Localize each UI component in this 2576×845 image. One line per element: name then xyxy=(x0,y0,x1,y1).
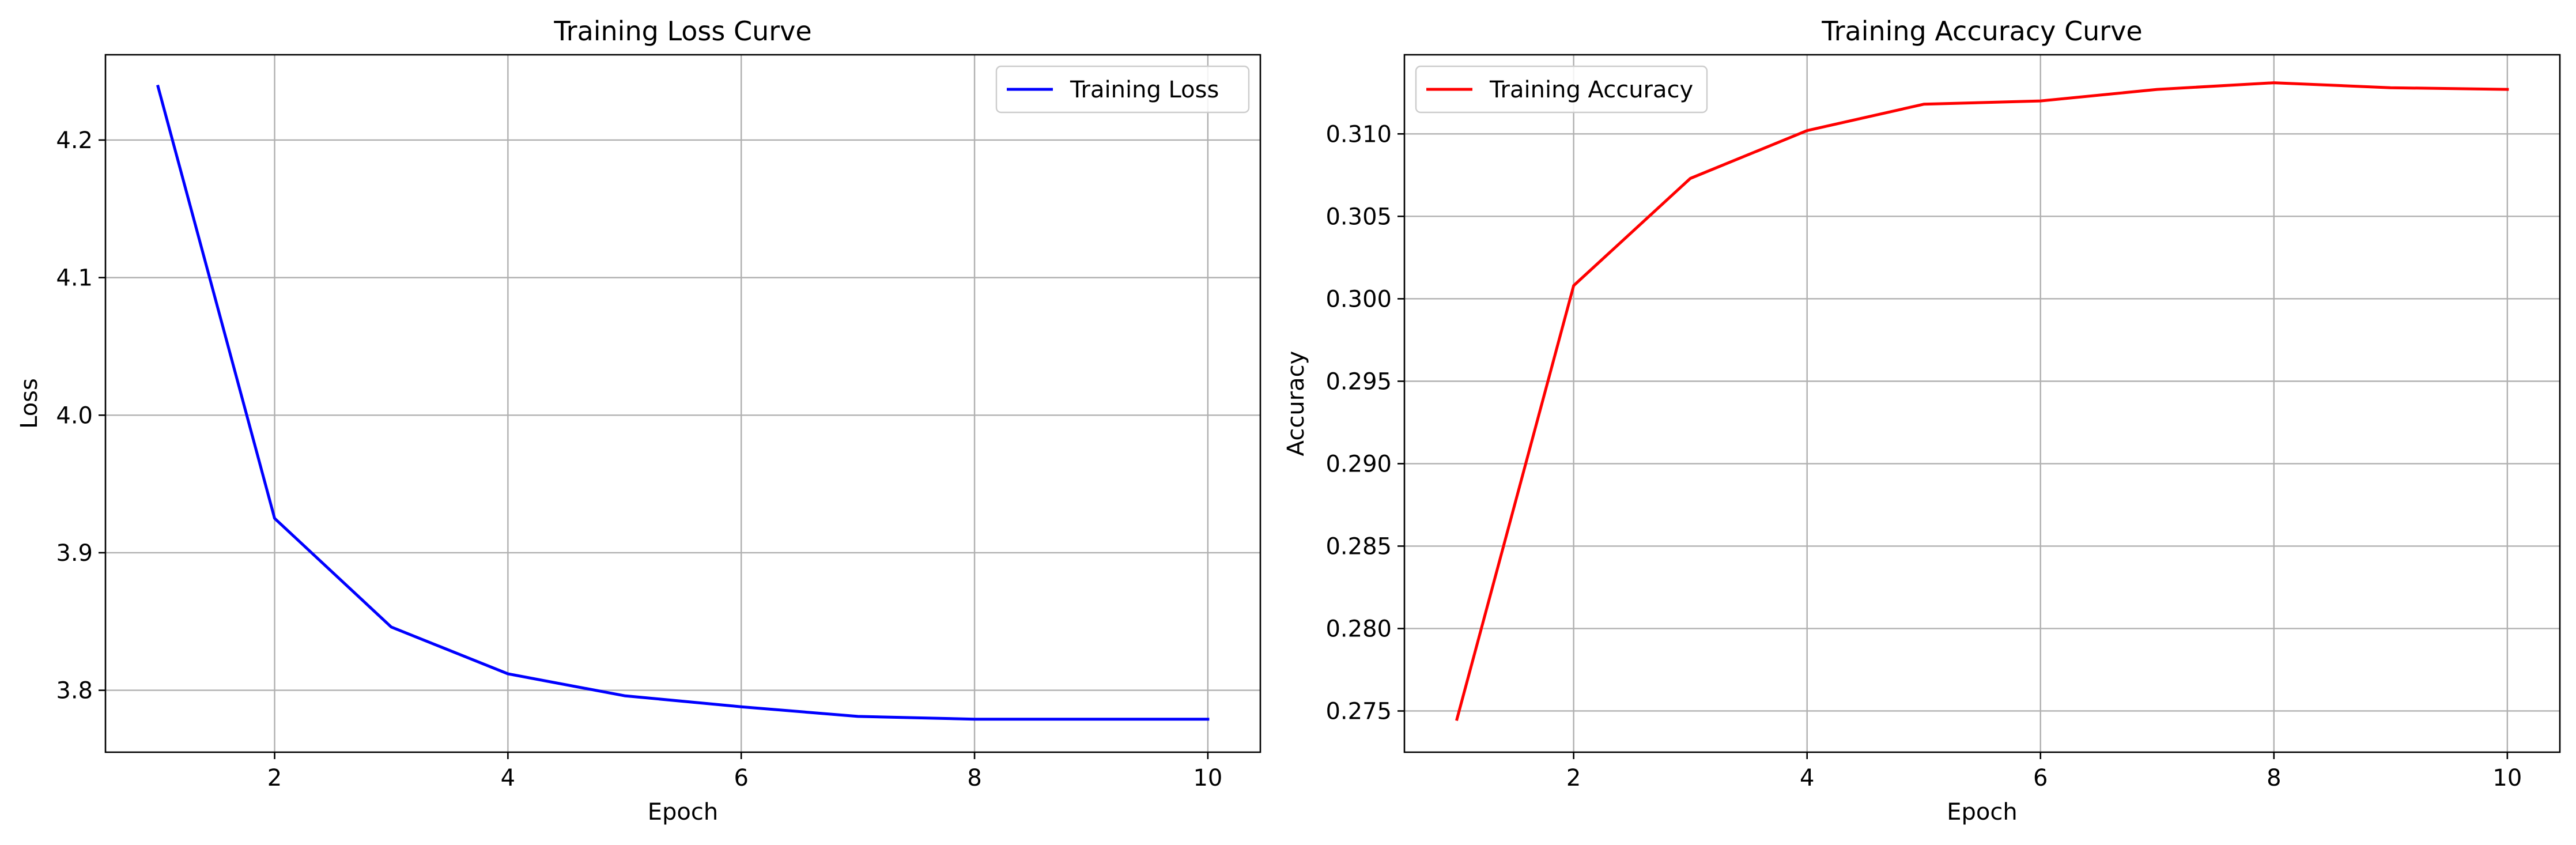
loss-x-axis-label: Epoch xyxy=(648,799,718,825)
accuracy-y-tick-label: 0.275 xyxy=(1325,698,1392,725)
loss-y-tick-label: 4.1 xyxy=(56,265,93,292)
accuracy-chart: 2 4 6 8 10 0.275 0.280 0.285 0.290 0.295 0.300 0.30… xyxy=(1283,16,2561,825)
loss-x-tick-label: 4 xyxy=(501,765,515,791)
loss-y-tick-label: 3.9 xyxy=(56,540,93,567)
loss-x-tick-label: 10 xyxy=(1193,765,1222,791)
accuracy-y-tick-label: 0.300 xyxy=(1325,286,1392,312)
loss-chart: 2 4 6 8 10 3.8 3.9 4.0 4.1 4.2 Training Loss Curve… xyxy=(16,16,1261,825)
accuracy-x-tick-label: 8 xyxy=(2267,765,2281,791)
accuracy-y-tick-label: 0.295 xyxy=(1325,368,1392,395)
loss-series-line xyxy=(156,84,1210,721)
accuracy-legend-box xyxy=(1415,65,1708,114)
accuracy-y-tick-label: 0.310 xyxy=(1325,121,1392,148)
accuracy-legend: Training Accuracy xyxy=(1415,65,1708,114)
loss-y-tick-label: 3.8 xyxy=(56,678,93,704)
accuracy-x-tick-label: 2 xyxy=(1566,765,1581,791)
accuracy-y-axis-label: Accuracy xyxy=(1283,351,1309,457)
accuracy-y-tick-label: 0.285 xyxy=(1325,533,1392,560)
loss-x-tick-label: 2 xyxy=(267,765,282,791)
loss-x-tick-label: 6 xyxy=(734,765,748,791)
loss-legend-box xyxy=(995,65,1250,114)
accuracy-x-tick-label: 4 xyxy=(1800,765,1814,791)
loss-y-tick-label: 4.0 xyxy=(56,402,93,429)
accuracy-axes-frame xyxy=(1403,54,2561,753)
loss-legend: Training Loss xyxy=(995,65,1250,114)
accuracy-y-tick-label: 0.305 xyxy=(1325,203,1392,230)
loss-x-tick-label: 8 xyxy=(967,765,981,791)
accuracy-legend-label: Training Accuracy xyxy=(1489,77,1693,103)
loss-y-tick-label: 4.2 xyxy=(56,127,93,154)
accuracy-chart-title: Training Accuracy Curve xyxy=(1821,16,2142,47)
accuracy-x-tick-label: 10 xyxy=(2492,765,2522,791)
accuracy-series-line xyxy=(1455,81,2509,721)
loss-y-axis-label: Loss xyxy=(16,378,43,429)
accuracy-x-axis-label: Epoch xyxy=(1947,799,2017,825)
loss-chart-title: Training Loss Curve xyxy=(553,16,811,47)
loss-legend-label: Training Loss xyxy=(1070,77,1219,103)
loss-axes-frame xyxy=(104,54,1261,753)
accuracy-x-tick-label: 6 xyxy=(2033,765,2048,791)
accuracy-y-tick-label: 0.290 xyxy=(1325,451,1392,477)
accuracy-y-tick-label: 0.280 xyxy=(1325,616,1392,642)
